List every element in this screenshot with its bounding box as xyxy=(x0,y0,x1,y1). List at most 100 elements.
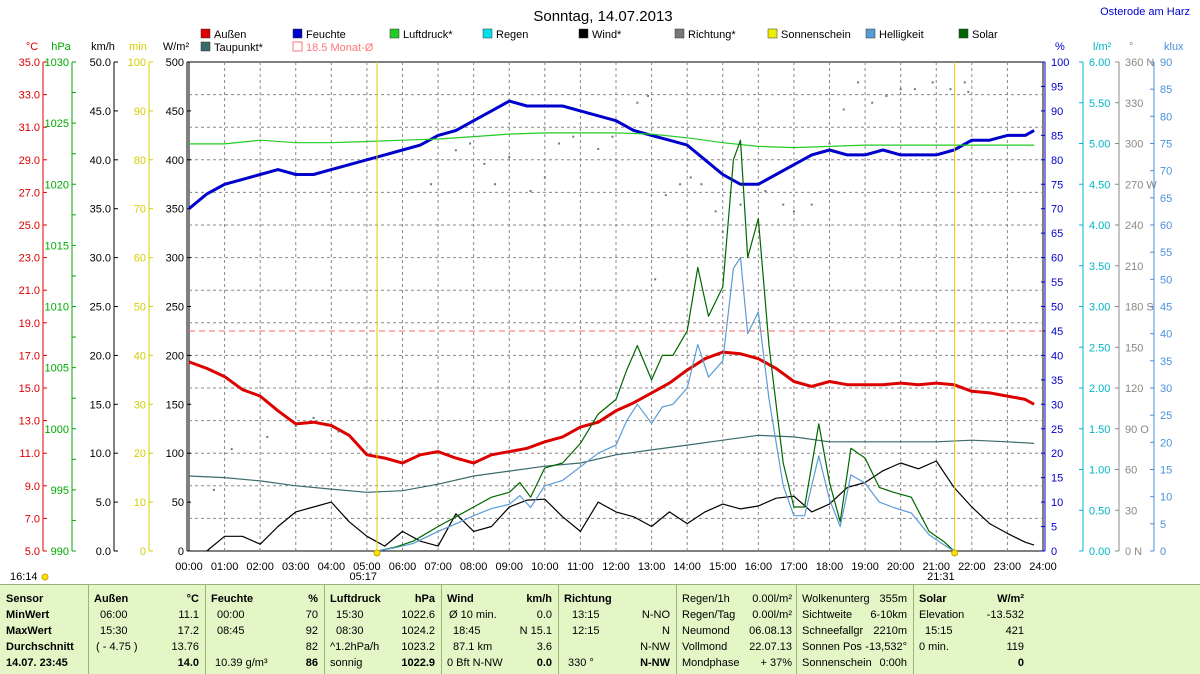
series-richtung-point xyxy=(572,135,575,138)
legend-label-month-avg: 18.5 Monat-Ø xyxy=(306,42,374,54)
solar-elevation-value: -13.532 xyxy=(986,609,1024,621)
aussen-max-value: 17.2 xyxy=(177,625,199,637)
left-axis-tick-label: 1015 xyxy=(45,240,69,252)
left-axis-tick-label: 33.0 xyxy=(19,90,40,102)
right-axis-tick-label: 4.50 xyxy=(1089,179,1110,191)
right-axis-tick-label: 65 xyxy=(1051,228,1063,240)
aussen-title: Außen xyxy=(94,593,129,605)
series-richtung-point xyxy=(266,435,269,438)
chart-axes: 00:00 01:00 02:00 03:00 04:00 05:00 06:00 07:00… xyxy=(19,41,1184,573)
x-tick-label: 13:00 xyxy=(638,561,666,573)
feuchte-section: Feuchte% 00:00 70 08:45 92 82 10.39 g/m³ 86 xyxy=(205,585,325,674)
series-richtung-point xyxy=(558,142,561,145)
right-axis-tick-label: 3.00 xyxy=(1089,302,1110,314)
neumond-value: 06.08.13 xyxy=(749,625,792,637)
vollmond-value: 22.07.13 xyxy=(749,641,792,653)
aussen-min-value: 11.1 xyxy=(178,609,199,621)
left-axis-tick-label: 15.0 xyxy=(19,383,40,395)
right-axis-tick-label: 35 xyxy=(1051,375,1063,387)
series-richtung-point xyxy=(664,194,667,197)
series-richtung-point xyxy=(721,230,724,233)
legend-swatch xyxy=(674,28,685,39)
left-axis-tick-label: 35.0 xyxy=(90,204,111,216)
series-richtung-point xyxy=(654,278,657,281)
left-axis-tick-label: 500 xyxy=(166,57,184,69)
x-tick-label: 20:00 xyxy=(887,561,915,573)
series-richtung-point xyxy=(931,81,934,84)
series-richtung-point xyxy=(792,210,795,213)
right-axis-tick-label: 25 xyxy=(1160,410,1172,422)
minwert-label: MinWert xyxy=(6,609,50,621)
richtung-deg: 330 ° xyxy=(568,657,594,669)
x-tick-label: 21:00 xyxy=(922,561,950,573)
durchschnitt-label: Durchschnitt xyxy=(6,641,74,653)
right-axis-tick-label: 85 xyxy=(1160,84,1172,96)
x-tick-label: 00:00 xyxy=(175,561,203,573)
left-axis-tick-label: 400 xyxy=(166,155,184,167)
feuchte-current: 86 xyxy=(305,657,318,669)
left-axis-tick-label: 23.0 xyxy=(19,253,40,265)
right-axis-tick-label: 1.50 xyxy=(1089,424,1110,436)
right-axis-tick-label: 70 xyxy=(1160,166,1172,178)
right-axis-tick-label: 90 xyxy=(1160,57,1172,69)
legend-swatch xyxy=(200,41,211,52)
left-axis-tick-label: 60 xyxy=(134,253,146,265)
legend-label: Sonnenschein xyxy=(781,29,851,41)
series-richtung-point xyxy=(529,190,532,193)
left-axis-tick-label: 20 xyxy=(134,448,146,460)
solar-max-time: 15:15 xyxy=(925,625,953,637)
series-line-taupunkt xyxy=(188,434,1035,493)
left-axis-tick-label: 100 xyxy=(128,57,146,69)
right-axis-tick-label: 65 xyxy=(1160,193,1172,205)
right-axis-tick-label: 80 xyxy=(1160,111,1172,123)
right-axis-tick-label: 2.00 xyxy=(1089,383,1110,395)
wind-avg10-label: Ø 10 min. xyxy=(449,609,497,621)
right-axis-tick-label: 75 xyxy=(1051,179,1063,191)
right-axis-tick-label: 0 xyxy=(1051,546,1057,558)
right-axis-tick-label: 50 xyxy=(1051,302,1063,314)
left-axis-tick-label: 1005 xyxy=(45,363,69,375)
x-tick-label: 08:00 xyxy=(460,561,488,573)
right-axis-tick-label: 80 xyxy=(1051,155,1063,167)
feuchte-title: Feuchte xyxy=(211,593,254,605)
series-richtung-point xyxy=(714,210,717,213)
right-axis-tick-label: 0.00 xyxy=(1089,546,1110,558)
left-axis-tick-label: 30 xyxy=(134,399,146,411)
sensor-section: Sensor MinWert MaxWert Durchschnitt 14.0… xyxy=(0,585,89,674)
right-axis-tick-label: 30 xyxy=(1051,399,1063,411)
left-axis-tick-label: 90 xyxy=(134,106,146,118)
x-tick-label: 05:00 xyxy=(353,561,381,573)
sonnenpos-label: Sonnen Pos xyxy=(802,641,862,653)
series-richtung-point xyxy=(679,183,682,186)
x-tick-label: 17:00 xyxy=(780,561,808,573)
left-axis-tick-label: 0 xyxy=(178,546,184,558)
wind-section: Wind km/h Ø 10 min. 0.0 18:45 N 15.1 87.1 k… xyxy=(441,585,559,674)
feuchte-unit: % xyxy=(308,593,318,605)
aussen-current: 14.0 xyxy=(177,657,199,669)
legend-swatch xyxy=(292,28,303,39)
richtung-max-time: 12:15 xyxy=(572,625,600,637)
left-axis-unit: °C xyxy=(26,41,38,53)
series-richtung-point xyxy=(294,425,297,428)
left-axis-tick-label: 80 xyxy=(134,155,146,167)
left-axis-tick-label: 9.0 xyxy=(25,481,40,493)
right-axis-tick-label: 100 xyxy=(1051,57,1069,69)
series-richtung-point xyxy=(810,203,813,206)
wind-avg10-value: 0.0 xyxy=(536,609,552,621)
left-axis-tick-label: 17.0 xyxy=(19,350,40,362)
richtung-min-time: 13:15 xyxy=(572,609,600,621)
series-richtung-point xyxy=(212,488,215,491)
sonnenschein-value: 0:00h xyxy=(879,657,907,669)
aussen-max-time: 15:30 xyxy=(100,625,128,637)
series-line-helligkeit xyxy=(377,257,955,552)
x-tick-label: 09:00 xyxy=(495,561,523,573)
weather-chart: Sonntag, 14.07.2013 Osterode am Harz 00:… xyxy=(10,6,1190,583)
right-axis-unit: % xyxy=(1055,41,1065,53)
richtung-min-value: N-NO xyxy=(641,609,670,621)
left-axis-tick-label: 200 xyxy=(166,350,184,362)
chart-title: Sonntag, 14.07.2013 xyxy=(533,8,672,25)
left-axis-tick-label: 350 xyxy=(166,204,184,216)
right-axis-tick-label: 50 xyxy=(1160,274,1172,286)
current-datetime: 14.07. 23:45 xyxy=(6,657,68,669)
right-axis-tick-label: 6.00 xyxy=(1089,57,1110,69)
